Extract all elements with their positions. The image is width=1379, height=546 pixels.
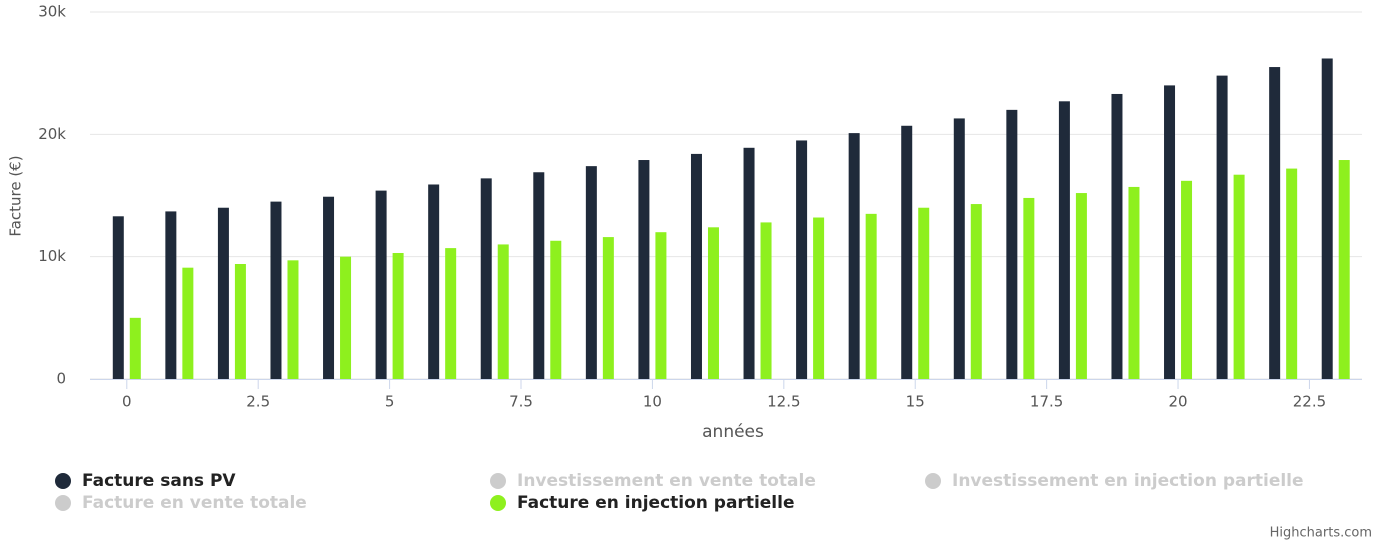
bar xyxy=(865,213,877,379)
bar xyxy=(323,196,335,379)
legend-item[interactable]: Investissement en vente totale xyxy=(517,471,816,491)
bar xyxy=(182,267,194,379)
legend-symbol[interactable] xyxy=(490,473,506,489)
bar xyxy=(970,204,982,379)
x-tick-label: 15 xyxy=(906,393,925,411)
bar xyxy=(129,317,141,379)
y-tick-label: 20k xyxy=(38,125,66,143)
legend-item[interactable]: Investissement en injection partielle xyxy=(952,471,1304,491)
bar xyxy=(1269,67,1281,380)
bar xyxy=(375,190,387,379)
x-tick-label: 0 xyxy=(122,393,132,411)
bar xyxy=(1006,109,1018,379)
bar xyxy=(497,244,509,379)
bar xyxy=(287,260,299,379)
bar xyxy=(918,207,930,379)
bar xyxy=(953,118,965,380)
x-tick-label: 20 xyxy=(1168,393,1187,411)
bar xyxy=(655,232,667,379)
bar xyxy=(1075,193,1087,379)
bar xyxy=(1233,174,1245,379)
bar xyxy=(638,160,650,379)
bar xyxy=(743,147,755,379)
bar xyxy=(707,227,719,379)
bar xyxy=(480,178,492,379)
y-axis-label: Facture (€) xyxy=(7,155,25,236)
x-tick-label: 10 xyxy=(643,393,662,411)
legend-item[interactable]: Facture sans PV xyxy=(82,471,236,491)
x-tick-label: 12.5 xyxy=(767,393,800,411)
bar xyxy=(112,216,124,379)
bar xyxy=(1023,197,1035,379)
bar xyxy=(234,264,246,379)
bar xyxy=(445,248,457,379)
credits[interactable]: Highcharts.com xyxy=(1270,526,1372,541)
bar xyxy=(602,237,614,379)
x-tick-label: 17.5 xyxy=(1030,393,1063,411)
bar xyxy=(848,133,860,379)
y-tick-label: 10k xyxy=(38,247,66,265)
bar xyxy=(1058,101,1070,379)
x-tick-label: 22.5 xyxy=(1293,393,1326,411)
bar xyxy=(1286,168,1298,379)
bar xyxy=(813,217,825,379)
x-tick-label: 7.5 xyxy=(509,393,533,411)
bar xyxy=(1338,160,1350,379)
bar xyxy=(392,252,404,379)
bar xyxy=(533,172,545,379)
bar xyxy=(1164,85,1176,380)
bar xyxy=(1216,75,1228,379)
legend-symbol[interactable] xyxy=(55,495,71,511)
bar xyxy=(690,153,702,379)
bar xyxy=(428,184,440,379)
bar xyxy=(165,211,177,379)
bar xyxy=(1111,93,1123,380)
y-tick-label: 30k xyxy=(38,3,66,21)
legend-symbol[interactable] xyxy=(490,495,506,511)
x-tick-label: 5 xyxy=(385,393,395,411)
bar xyxy=(1128,186,1140,379)
legend-item[interactable]: Facture en vente totale xyxy=(82,493,307,513)
bar xyxy=(1181,180,1193,379)
legend-item[interactable]: Facture en injection partielle xyxy=(517,493,795,513)
x-tick-label: 2.5 xyxy=(246,393,270,411)
bar xyxy=(217,207,229,379)
x-axis-label: années xyxy=(702,422,764,442)
bar xyxy=(1321,58,1333,380)
bar xyxy=(340,256,352,379)
bar xyxy=(270,201,282,379)
bar xyxy=(796,140,808,379)
bar xyxy=(901,125,913,380)
bar xyxy=(760,222,772,379)
y-tick-label: 0 xyxy=(56,370,66,388)
legend-symbol[interactable] xyxy=(55,473,71,489)
legend-symbol[interactable] xyxy=(925,473,941,489)
bar xyxy=(585,166,597,379)
bar xyxy=(550,240,562,379)
